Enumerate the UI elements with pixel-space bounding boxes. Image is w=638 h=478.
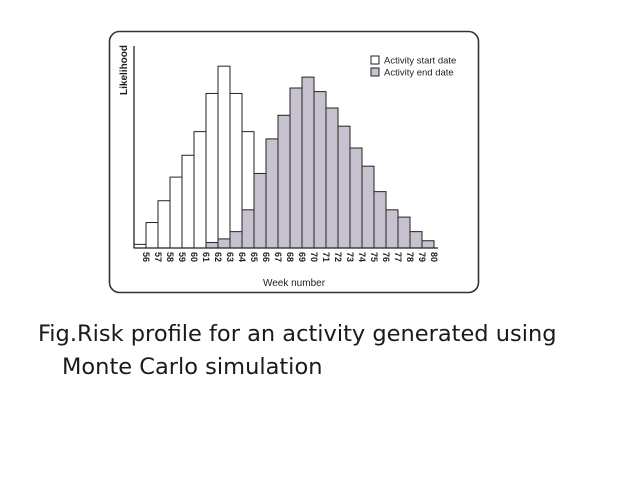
x-tick-label-79: 79	[417, 252, 427, 262]
bar-start-week-58	[157, 200, 171, 249]
y-axis-label: Likelihood	[119, 45, 130, 95]
bar-end-week-67	[265, 138, 279, 249]
bar-end-week-68	[277, 114, 291, 249]
x-tick-label-67: 67	[273, 252, 283, 262]
x-tick-label-78: 78	[405, 252, 415, 262]
legend-swatch-start	[370, 55, 380, 65]
x-tick-label-80: 80	[429, 252, 439, 262]
x-tick-label-69: 69	[297, 252, 307, 262]
x-tick-label-71: 71	[321, 252, 331, 262]
histogram-figure: Likelihood Week number 56 57 58 59 60 61 62 63 6…	[108, 30, 480, 294]
legend-swatch-end	[370, 67, 380, 77]
bar-end-week-62	[205, 242, 219, 249]
bar-start-week-61	[193, 131, 207, 249]
x-tick-label-72: 72	[333, 252, 343, 262]
legend-label-start: Activity start date	[384, 56, 456, 67]
x-tick-label-57: 57	[153, 252, 163, 262]
x-tick-label-60: 60	[189, 252, 199, 262]
bar-end-week-72	[325, 107, 339, 249]
x-tick-label-76: 76	[381, 252, 391, 262]
bar-start-week-62	[205, 92, 219, 249]
x-tick-label-64: 64	[237, 252, 247, 262]
bar-end-week-74	[349, 147, 363, 249]
legend: Activity start date Activity end date	[370, 55, 456, 79]
bar-start-week-59	[169, 176, 183, 249]
caption-line-2: Monte Carlo simulation	[62, 354, 323, 380]
x-tick-label-56: 56	[141, 252, 151, 262]
bar-end-week-76	[373, 191, 387, 249]
x-tick-label-73: 73	[345, 252, 355, 262]
bar-start-week-63	[217, 65, 231, 249]
x-tick-label-65: 65	[249, 252, 259, 262]
bar-end-week-77	[385, 209, 399, 249]
x-tick-label-59: 59	[177, 252, 187, 262]
x-axis-label: Week number	[263, 278, 326, 289]
x-tick-label-58: 58	[165, 252, 175, 262]
bar-end-week-75	[361, 165, 375, 249]
x-tick-label-77: 77	[393, 252, 403, 262]
bar-end-week-64	[229, 231, 243, 249]
figure-caption: Fig.Risk profile for an activity generat…	[38, 318, 618, 384]
caption-line-1: Fig.Risk profile for an activity generat…	[38, 321, 557, 347]
legend-label-end: Activity end date	[384, 68, 454, 79]
bar-end-week-65	[241, 209, 255, 249]
bar-end-week-73	[337, 125, 351, 249]
x-tick-label-68: 68	[285, 252, 295, 262]
bar-end-week-78	[397, 216, 411, 249]
x-tick-label-63: 63	[225, 252, 235, 262]
bar-start-week-60	[181, 154, 195, 249]
x-tick-label-62: 62	[213, 252, 223, 262]
bar-end-week-66	[253, 172, 267, 249]
x-tick-label-70: 70	[309, 252, 319, 262]
bar-end-week-71	[313, 91, 327, 249]
x-tick-label-66: 66	[261, 252, 271, 262]
bar-end-week-63	[217, 238, 231, 249]
bar-end-week-70	[301, 76, 315, 249]
bar-start-week-64	[229, 92, 243, 249]
risk-histogram: Likelihood Week number 56 57 58 59 60 61 62 63 6…	[108, 30, 480, 294]
bar-end-week-69	[289, 87, 303, 249]
x-tick-label-74: 74	[357, 252, 367, 262]
x-tick-label-75: 75	[369, 252, 379, 262]
bar-end-week-79	[409, 231, 423, 249]
bar-start-week-57	[145, 222, 159, 249]
bar-end-week-80	[421, 240, 435, 249]
x-tick-label-61: 61	[201, 252, 211, 262]
